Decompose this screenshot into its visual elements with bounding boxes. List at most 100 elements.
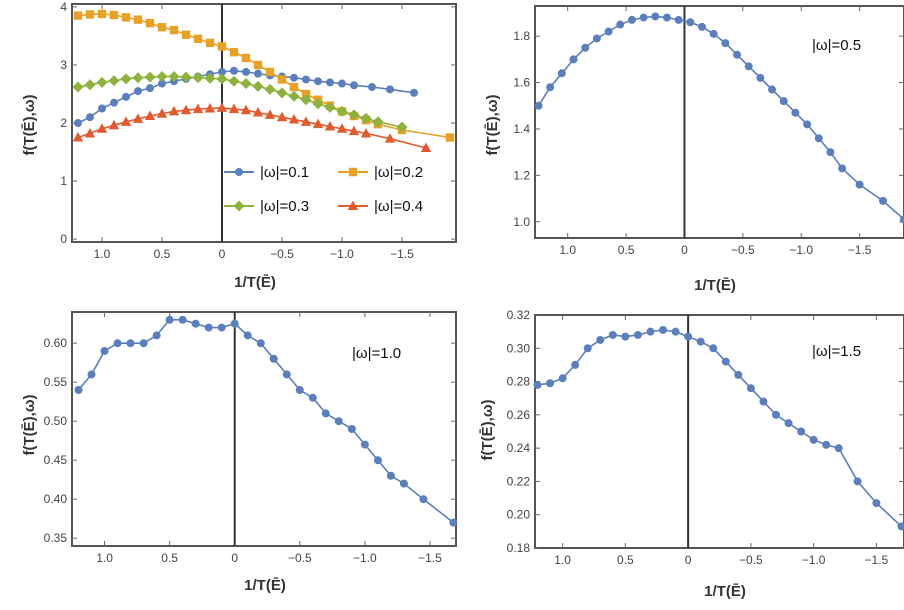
panel-bottom-right-series-0-point xyxy=(759,397,768,406)
panel-top-left-series-1-point xyxy=(265,67,275,77)
panel-top-left-series-1-point xyxy=(301,89,311,99)
legend-marker-2 xyxy=(233,200,245,212)
panel-bottom-left-series-0-point xyxy=(321,409,330,418)
panel-top-left-series-2-point xyxy=(216,73,228,85)
panel-top-right-series-0-point xyxy=(756,73,765,82)
panel-top-left-series-2-point xyxy=(72,81,84,93)
panel-top-left-xtick-label: 0 xyxy=(219,247,226,261)
panel-bottom-left-series-0-point xyxy=(269,354,278,363)
panel-bottom-right-series-0-point xyxy=(784,419,793,428)
panel-top-left-series-1-point xyxy=(121,13,131,22)
panel-bottom-right-ytick-label: 0.28 xyxy=(507,375,531,389)
panel-top-left-series-3-point xyxy=(84,127,96,138)
panel-top-left-series-3-point xyxy=(348,125,360,136)
panel-top-right-series-0-point xyxy=(616,20,625,29)
panel-top-left-series-2-point xyxy=(84,79,96,91)
panel-top-right-series-0-point xyxy=(557,69,566,78)
panel-top-left-series-3-point xyxy=(192,103,204,114)
panel-top-left-series-0-point xyxy=(218,67,226,76)
panel-top-left-series-0-point xyxy=(86,113,94,122)
panel-bottom-right-series-0-point xyxy=(596,335,605,344)
panel-top-right-series-0-point xyxy=(627,15,636,24)
panel-bottom-left-series-0-point xyxy=(243,331,252,340)
panel-top-right-xtick-label: −0.5 xyxy=(731,243,755,257)
panel-top-left-series-3-point xyxy=(276,111,288,122)
panel-top-left-xtick-label: −1.5 xyxy=(390,247,414,261)
panel-top-left-series-3-point xyxy=(324,120,336,131)
panel-top-right-series-0-point xyxy=(838,164,847,173)
panel-top-left-series-1-point xyxy=(73,11,83,20)
legend-label-2: |ω|=0.3 xyxy=(260,198,309,215)
panel-top-left-series-0-point xyxy=(350,81,358,90)
panel-top-left-ytick-label: 3 xyxy=(60,58,67,72)
panel-top-right-series-0-point xyxy=(604,27,613,36)
panel-bottom-right-series-0-point xyxy=(646,327,655,336)
panel-top-left-series-1-point xyxy=(181,30,191,39)
panel-bottom-left-series-0-point xyxy=(282,370,291,379)
legend-label-3: |ω|=0.4 xyxy=(374,198,423,215)
panel-top-right-series-0-point xyxy=(651,12,660,21)
panel-bottom-right-series-0-point xyxy=(659,325,668,334)
panel-bottom-left-xtick-label: 1.0 xyxy=(96,551,113,565)
panel-bottom-left-series-0-point xyxy=(334,417,343,426)
panel-top-left-series-3-point xyxy=(300,116,312,126)
panel-bottom-right-series-0-point xyxy=(571,360,580,369)
panel-top-left-series-2-point xyxy=(324,101,336,113)
panel-top-right-frame xyxy=(534,5,904,239)
panel-bottom-left-xtick-label: −0.5 xyxy=(288,551,312,565)
panel-top-left-series-0-point xyxy=(410,88,418,97)
panel-top-left-series-2-point xyxy=(192,72,204,84)
panel-top-left-series-0-point xyxy=(338,79,346,88)
panel-top-left-series-3-point xyxy=(144,110,156,121)
panel-bottom-right-xlabel: 1/T(Ē) xyxy=(704,583,746,600)
panel-top-right-series-0-point xyxy=(639,13,648,22)
panel-bottom-left-series-0-point xyxy=(87,370,96,379)
panel-bottom-left-xtick-label: 0.5 xyxy=(161,551,178,565)
panel-top-left-series-3-point xyxy=(288,114,300,124)
panel-bottom-left-series-0-point xyxy=(308,393,317,402)
panel-bottom-right-series-0-point xyxy=(809,435,818,444)
panel-top-right-xtick-label: 1.0 xyxy=(559,243,576,257)
panel-top-left-series-3-point xyxy=(228,103,240,114)
panel-top-left-series-2-point xyxy=(264,83,276,95)
legend-marker-1 xyxy=(348,167,358,177)
panel-bottom-left: f(T(Ē),ω) 1/T(Ē) |ω|=1.0 1.0 0.5 0 −0.5 −1.0… xyxy=(21,311,458,594)
panel-top-right-series-0-point xyxy=(826,148,835,157)
panel-bottom-left-series-0-point xyxy=(139,339,148,348)
panel-top-left-series-3-point xyxy=(132,113,144,123)
panel-bottom-right-series-0-point xyxy=(834,444,843,453)
panel-bottom-left-series-0-point xyxy=(449,518,458,527)
panel-top-left-series-2-point xyxy=(360,112,372,124)
panel-top-left-series-2-point xyxy=(288,90,300,102)
panel-top-left-series-3-point xyxy=(180,104,192,115)
panel-bottom-left-ytick-label: 0.45 xyxy=(44,453,68,467)
panel-top-right-series-0-point xyxy=(534,101,543,110)
panel-bottom-right-series-0-point xyxy=(797,427,806,436)
legend-label-1: |ω|=0.2 xyxy=(374,164,423,181)
panel-top-left-series-0-point xyxy=(326,78,334,87)
panel-top-left-series-2-point xyxy=(144,71,156,83)
panel-top-left-series-2-point xyxy=(168,71,180,83)
legend-marker-3 xyxy=(347,200,359,210)
panel-bottom-right-series-0-point xyxy=(684,332,693,341)
panel-top-right-xtick-label: −1.0 xyxy=(789,243,813,257)
panel-bottom-left-series-0-point xyxy=(74,386,83,394)
panel-bottom-left-series-0-point xyxy=(178,315,187,324)
panel-top-left-series-0-point xyxy=(134,87,142,96)
panel-top-left-series-1-point xyxy=(97,9,107,19)
panel-top-left-series-2-point xyxy=(156,71,168,83)
panel-bottom-right-ytick-label: 0.30 xyxy=(507,341,531,355)
panel-bottom-right-series-0-point xyxy=(546,379,555,388)
panel-top-left-series-3-point xyxy=(168,105,180,116)
panel-top-left-xtick-label: −0.5 xyxy=(270,247,294,261)
panel-bottom-left-ytick-label: 0.35 xyxy=(44,531,68,545)
panel-top-left-series-3-point xyxy=(204,102,216,113)
panel-top-right-series-0-point xyxy=(814,134,823,143)
panel-top-left-series-2-point xyxy=(372,116,384,128)
panel-bottom-right-series-0-point xyxy=(621,332,630,341)
panel-top-left-series-0-point xyxy=(314,77,322,86)
panel-bottom-right-series-0-point xyxy=(771,410,780,419)
panel-top-right-series-0-point xyxy=(779,97,788,106)
panel-bottom-left-series-0-point xyxy=(217,323,226,332)
